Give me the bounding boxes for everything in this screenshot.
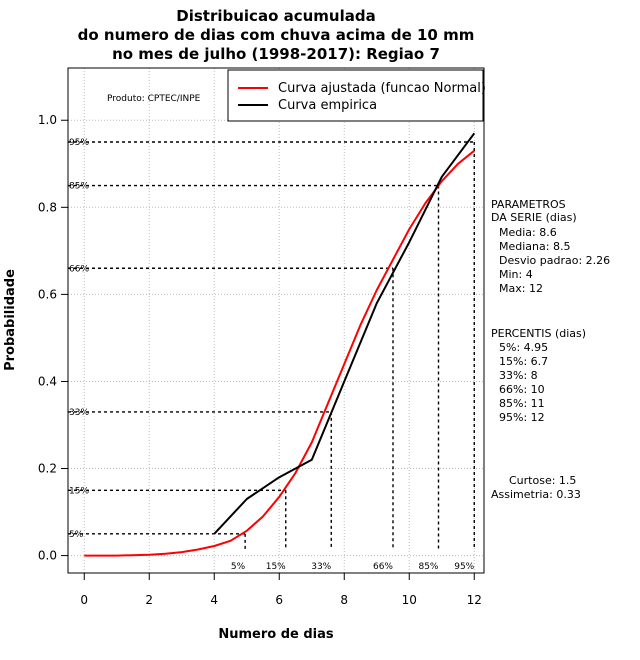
legend: Curva ajustada (funcao Normal) Curva emp… bbox=[227, 69, 486, 122]
x-tick-label-2: 4 bbox=[210, 593, 218, 607]
y-tick-label-5: 1.0 bbox=[38, 113, 57, 127]
percentile-ylabel-2: 33% bbox=[69, 408, 89, 418]
percentile-5: 5%: 4.95 bbox=[499, 341, 548, 354]
percentile-ylabel-4: 85% bbox=[69, 182, 89, 192]
percentile-labels: 5% 5% 15% 15% 33% 33% 66% 66% 85% 85% 95% 95% bbox=[69, 138, 475, 572]
parameter-media: Media: 8.6 bbox=[499, 226, 557, 239]
plot-frame bbox=[67, 67, 485, 574]
x-tick-label-1: 2 bbox=[145, 593, 153, 607]
x-axis-label: Numero de dias bbox=[218, 627, 334, 642]
percentiles-header: PERCENTIS (dias) bbox=[491, 327, 586, 340]
percentile-ylabel-0: 5% bbox=[69, 530, 84, 540]
parameters-header-2: DA SERIE (dias) bbox=[491, 211, 577, 224]
y-tick-label-0: 0.0 bbox=[38, 549, 57, 563]
assimetria-text: Assimetria: 0.33 bbox=[491, 488, 581, 501]
percentile-33: 33%: 8 bbox=[499, 369, 538, 382]
legend-label-fitted: Curva ajustada (funcao Normal) bbox=[278, 81, 486, 96]
legend-label-empirical: Curva empirica bbox=[278, 98, 377, 113]
percentile-xlabel-5: 95% bbox=[454, 562, 474, 572]
x-tick-label-5: 10 bbox=[402, 593, 417, 607]
y-axis-label: Probabilidade bbox=[3, 269, 18, 371]
series-line-0 bbox=[84, 149, 475, 557]
percentile-85: 85%: 11 bbox=[499, 397, 545, 410]
percentile-reference-lines bbox=[68, 141, 475, 549]
percentile-xlabel-1: 15% bbox=[266, 562, 286, 572]
parameter-min: Min: 4 bbox=[499, 268, 533, 281]
percentile-ylabel-1: 15% bbox=[69, 486, 89, 496]
chart-title-line-2: do numero de dias com chuva acima de 10 … bbox=[78, 26, 475, 44]
percentiles-panel: PERCENTIS (dias) 5%: 4.95 15%: 6.7 33%: … bbox=[491, 327, 586, 424]
y-tick-label-4: 0.8 bbox=[38, 200, 57, 214]
parameters-header-1: PARAMETROS bbox=[491, 198, 566, 211]
y-tick-label-3: 0.6 bbox=[38, 287, 57, 301]
x-tick-label-3: 6 bbox=[275, 593, 283, 607]
percentile-xlabel-3: 66% bbox=[373, 562, 393, 572]
percentile-xlabel-2: 33% bbox=[311, 562, 331, 572]
percentile-ylabel-3: 66% bbox=[69, 264, 89, 274]
percentile-66: 66%: 10 bbox=[499, 383, 545, 396]
y-tick-label-2: 0.4 bbox=[38, 374, 57, 388]
percentile-15: 15%: 6.7 bbox=[499, 355, 548, 368]
parameters-panel: PARAMETROS DA SERIE (dias) Media: 8.6 Me… bbox=[491, 198, 610, 295]
chart-title-line-3: no mes de julho (1998-2017): Regiao 7 bbox=[112, 45, 440, 63]
curtose-text: Curtose: 1.5 bbox=[509, 474, 576, 487]
axes: 0 2 4 6 8 10 12 0.0 0.2 0.4 0.6 0.8 1.0 bbox=[38, 113, 482, 607]
parameter-max: Max: 12 bbox=[499, 282, 543, 295]
y-tick-label-1: 0.2 bbox=[38, 462, 57, 476]
x-tick-label-4: 8 bbox=[340, 593, 348, 607]
series-lines bbox=[84, 132, 476, 557]
percentile-xlabel-4: 85% bbox=[418, 562, 438, 572]
percentile-ylabel-5: 95% bbox=[69, 138, 89, 148]
parameter-mediana: Mediana: 8.5 bbox=[499, 240, 570, 253]
x-tick-label-0: 0 bbox=[80, 593, 88, 607]
series-line-1 bbox=[213, 132, 476, 535]
product-label: Produto: CPTEC/INPE bbox=[107, 94, 201, 104]
grid-lines bbox=[68, 68, 484, 573]
x-tick-label-6: 12 bbox=[467, 593, 482, 607]
percentile-xlabel-0: 5% bbox=[231, 562, 246, 572]
parameter-desvio: Desvio padrao: 2.26 bbox=[499, 254, 610, 267]
chart-title-line-1: Distribuicao acumulada bbox=[176, 7, 375, 25]
legend-box bbox=[227, 69, 484, 122]
percentile-95: 95%: 12 bbox=[499, 411, 545, 424]
